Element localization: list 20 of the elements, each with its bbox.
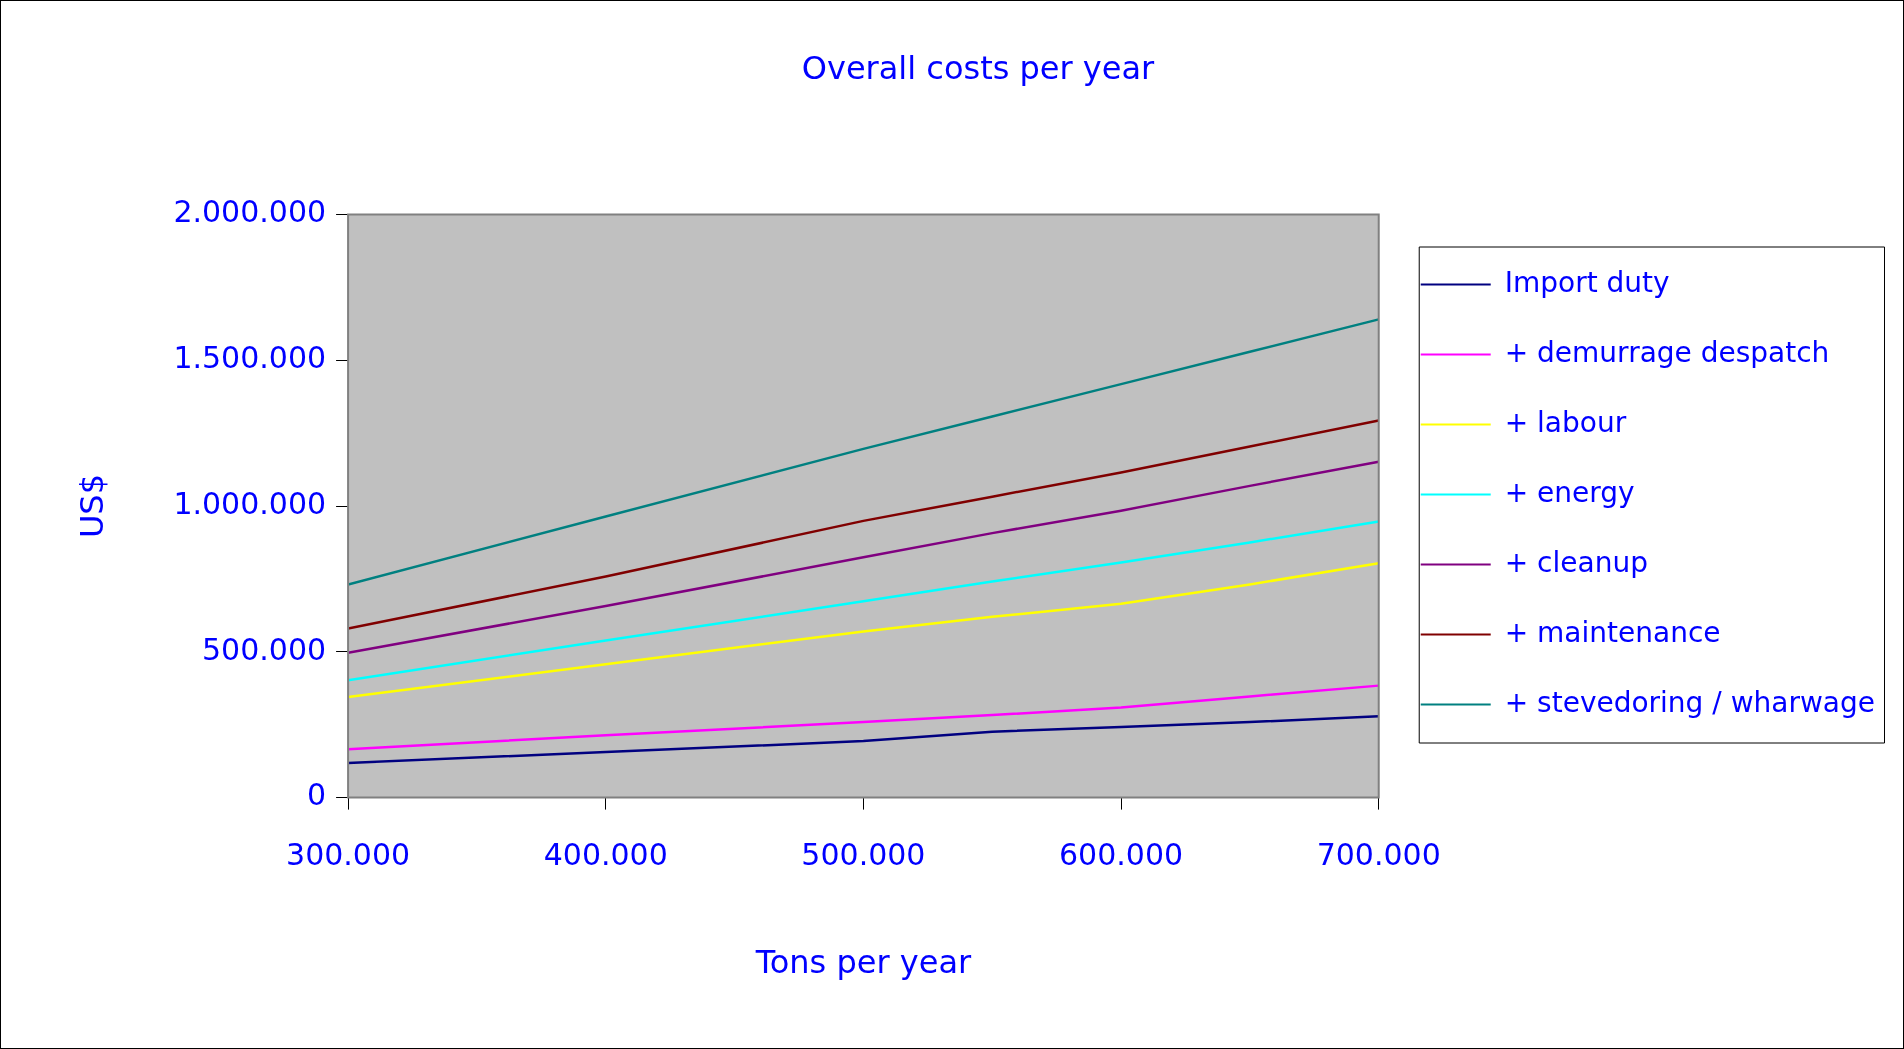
legend-label: + maintenance	[1504, 615, 1721, 649]
y-tick-label: 1.500.000	[173, 340, 327, 375]
legend-label: + demurrage despatch	[1504, 335, 1830, 369]
legend-label: + energy	[1504, 475, 1635, 509]
y-tick-label: 2.000.000	[173, 194, 327, 230]
x-tick-label: 500.000	[801, 837, 926, 873]
y-tick-label: 500.000	[202, 631, 327, 667]
y-tick-label: 1.000.000	[173, 485, 327, 521]
y-tick-label: 0	[306, 777, 327, 813]
x-axis-title: Tons per year	[754, 943, 973, 982]
x-tick-label: 300.000	[286, 837, 411, 873]
y-axis-title: US$	[72, 473, 111, 539]
legend-label: + labour	[1504, 405, 1627, 439]
legend-label: Import duty	[1504, 265, 1670, 299]
chart-title: Overall costs per year	[801, 48, 1156, 87]
x-tick-label: 700.000	[1316, 837, 1441, 873]
x-tick-label: 600.000	[1059, 837, 1184, 873]
x-tick-label: 400.000	[543, 837, 668, 873]
legend-label: + stevedoring / wharwage	[1504, 685, 1876, 719]
legend-label: + cleanup	[1504, 545, 1648, 579]
